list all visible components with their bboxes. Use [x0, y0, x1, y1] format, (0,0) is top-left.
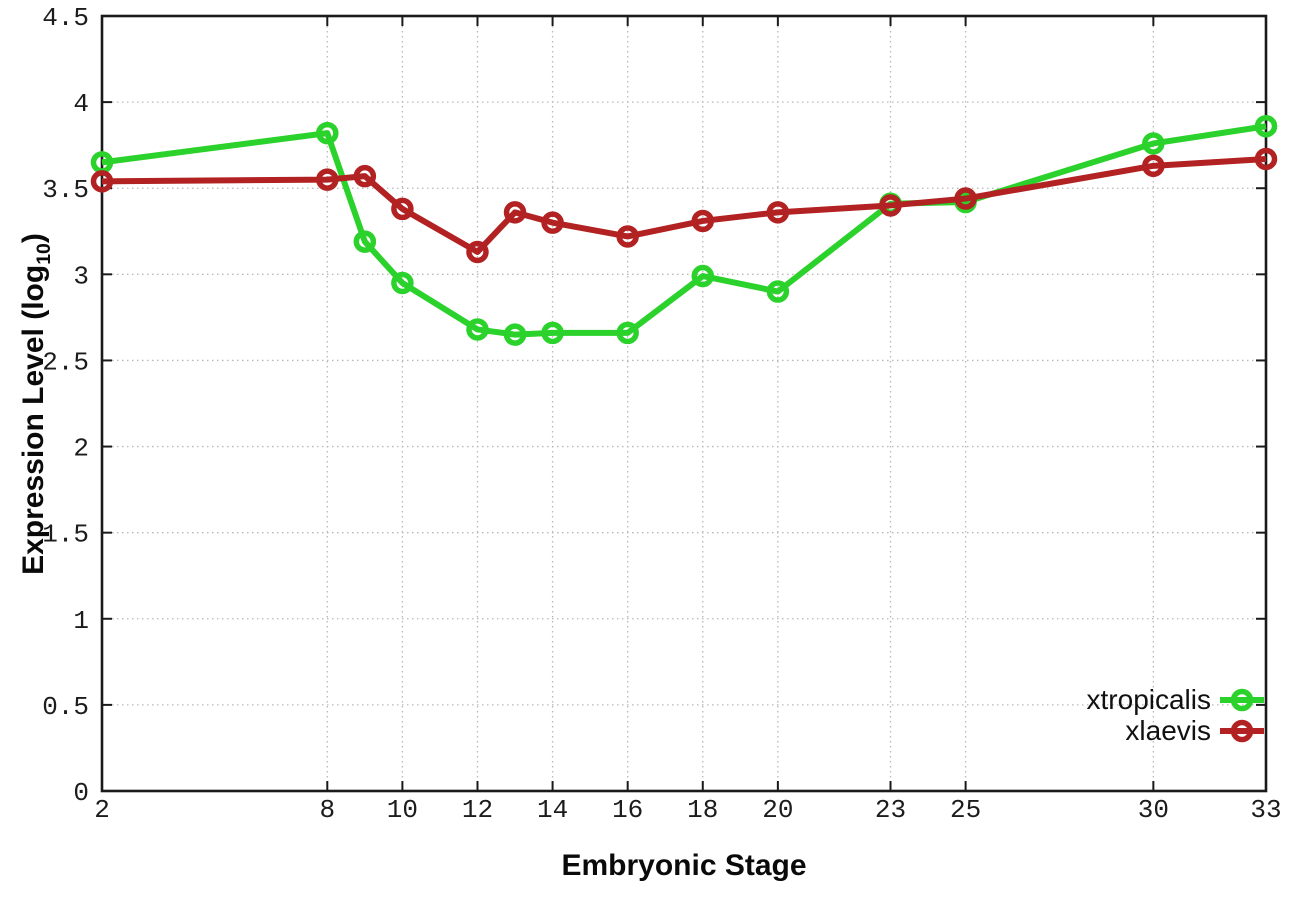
series-xtropicalis-point	[353, 230, 377, 253]
y-tick-label: 0.5	[42, 692, 89, 722]
y-tick-label: 2.5	[42, 347, 89, 377]
series-xlaevis-point	[1254, 147, 1278, 171]
series-xtropicalis-point	[316, 121, 339, 145]
series-xlaevis-point	[353, 164, 377, 188]
xtropicalis-line-marker-icon	[1220, 688, 1264, 711]
y-tick-label: 0	[73, 778, 89, 808]
x-tick-label: 12	[462, 795, 493, 825]
x-tick-label: 20	[762, 795, 793, 825]
legend-label-xtropicalis: xtropicalis	[1086, 683, 1211, 715]
series-xlaevis-point	[503, 201, 527, 224]
series-xlaevis-point	[954, 187, 977, 210]
series-xtropicalis-line	[101, 123, 1267, 338]
series-xlaevis-point	[541, 211, 564, 234]
x-tick-label: 8	[319, 795, 335, 825]
series-xtropicalis-point	[1142, 132, 1165, 155]
series-xlaevis-point	[391, 197, 414, 221]
series-xlaevis-point	[691, 209, 715, 233]
series-xtropicalis-point	[503, 323, 527, 346]
y-tick-label: 3	[73, 261, 89, 291]
y-tick-label: 1.5	[42, 520, 89, 550]
x-tick-label: 14	[537, 795, 568, 825]
legend-label-xlaevis: xlaevis	[1125, 714, 1211, 746]
x-tick-label: 10	[387, 795, 418, 825]
series-xtropicalis-point	[466, 318, 489, 341]
y-tick-label: 3.5	[42, 175, 89, 205]
series-xtropicalis-point	[766, 280, 790, 303]
y-axis-title-subscript: 10	[33, 243, 55, 265]
series-xlaevis-point	[316, 168, 339, 191]
x-tick-label: 16	[612, 795, 643, 825]
y-axis-title: Expression Level (log10)	[17, 233, 55, 575]
legend: xtropicalis xlaevis	[1087, 684, 1264, 746]
legend-item-xlaevis: xlaevis	[1087, 715, 1264, 746]
series-xtropicalis-point	[391, 271, 414, 295]
series-xlaevis-point	[466, 240, 489, 264]
y-axis-title-text: Expression Level (log	[17, 264, 50, 575]
series-xlaevis-point	[766, 201, 790, 224]
x-tick-label: 33	[1250, 795, 1281, 825]
y-axis-title-close: )	[17, 233, 50, 244]
x-tick-label: 18	[687, 795, 718, 825]
x-tick-label: 2	[94, 795, 110, 825]
y-tick-label: 1	[73, 606, 89, 636]
series-xlaevis-point	[90, 170, 114, 193]
y-tick-label: 2	[73, 434, 89, 464]
series-xlaevis-point	[879, 194, 902, 217]
legend-item-xtropicalis: xtropicalis	[1087, 684, 1264, 715]
x-tick-label: 30	[1138, 795, 1169, 825]
x-tick-label: 23	[875, 795, 906, 825]
x-tick-label: 25	[950, 795, 981, 825]
series-xtropicalis-point	[541, 321, 564, 345]
series-xtropicalis-point	[1254, 114, 1278, 138]
series-xtropicalis-point	[616, 321, 639, 345]
series-xlaevis-point	[616, 225, 639, 248]
series-xlaevis-line	[101, 155, 1267, 255]
xlaevis-line-marker-icon	[1220, 719, 1264, 742]
series-xtropicalis-point	[691, 264, 715, 288]
x-axis-title: Embryonic Stage	[561, 849, 807, 882]
series-xlaevis-point	[1142, 154, 1165, 178]
plot-border	[100, 14, 1268, 793]
y-tick-label: 4.5	[42, 3, 89, 33]
y-tick-label: 4	[73, 89, 89, 119]
